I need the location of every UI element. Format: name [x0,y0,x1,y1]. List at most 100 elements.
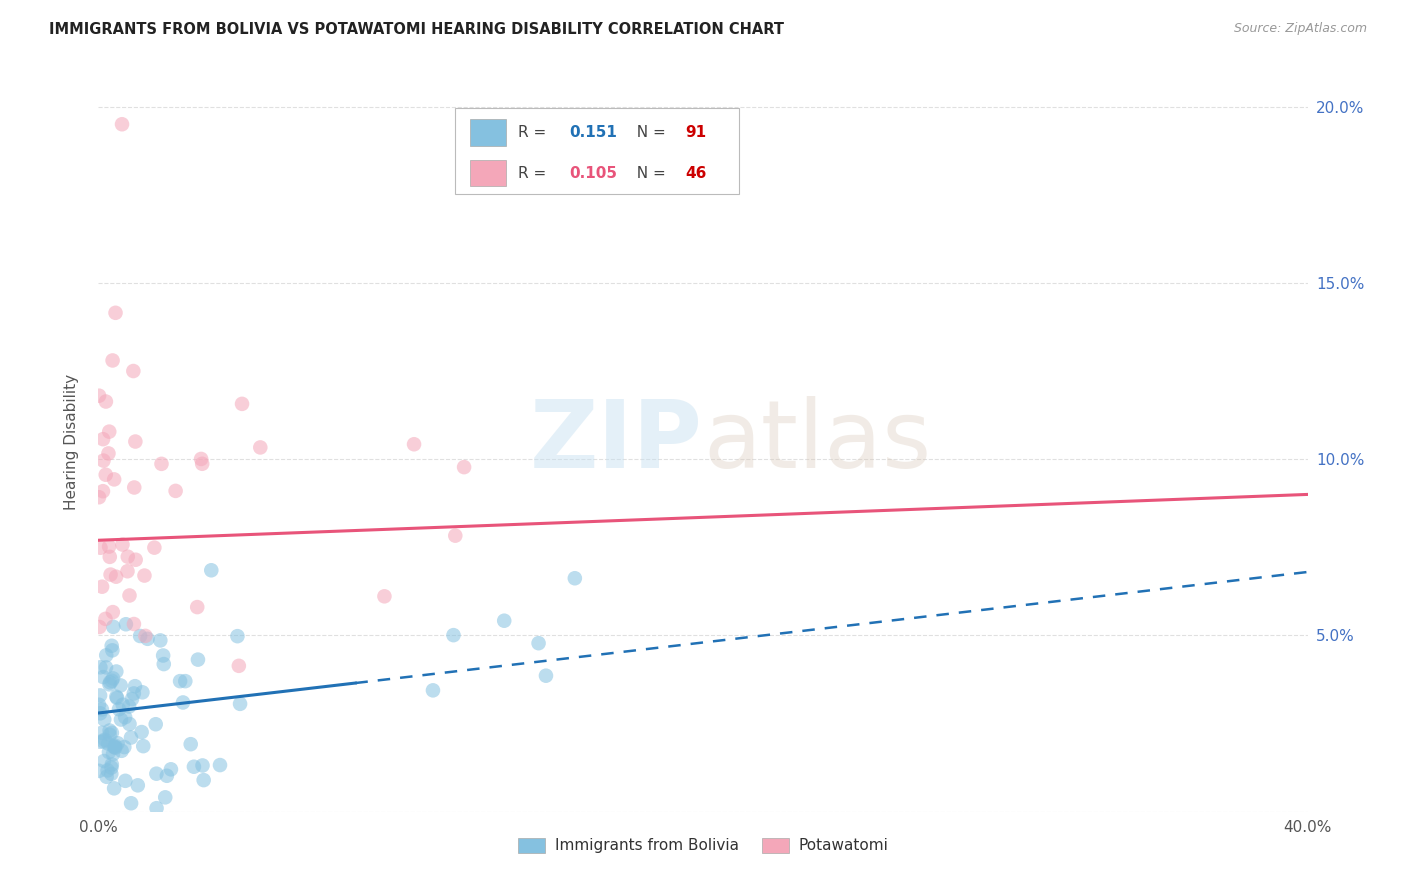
Point [228,658,250,673]
Point [89,541,111,555]
Point [103,620,125,634]
Point [104,740,127,755]
Point [172,696,194,710]
Point [98,675,121,690]
Point [231,397,253,411]
Point [94,394,117,409]
Point [98,549,121,564]
Point [564,571,586,585]
Point [160,762,183,776]
Point [118,699,141,714]
Point [145,801,167,815]
Point [103,739,125,754]
Point [87,764,110,778]
Point [100,567,122,582]
Point [127,778,149,792]
Point [120,731,142,745]
Point [91,670,114,684]
Point [105,690,128,704]
Point [111,117,134,131]
Point [98,677,121,691]
Point [187,652,209,666]
Point [145,717,167,731]
Point [98,728,121,742]
Point [527,636,550,650]
Point [145,766,167,780]
Point [150,457,173,471]
Point [124,434,146,449]
Point [200,563,222,577]
Point [208,758,231,772]
Text: IMMIGRANTS FROM BOLIVIA VS POTAWATOMI HEARING DISABILITY CORRELATION CHART: IMMIGRANTS FROM BOLIVIA VS POTAWATOMI HE… [49,22,785,37]
Point [94,467,117,482]
Point [152,657,174,671]
Text: R =: R = [517,166,551,180]
Point [131,685,153,699]
Point [190,452,212,467]
Text: N =: N = [627,125,671,140]
Point [91,484,114,499]
Point [105,690,128,705]
Text: Source: ZipAtlas.com: Source: ZipAtlas.com [1233,22,1367,36]
Point [98,540,121,554]
Text: atlas: atlas [703,395,931,488]
Point [165,483,187,498]
Point [103,781,125,796]
Point [110,744,132,758]
Point [124,553,146,567]
Point [114,710,136,724]
Point [97,737,120,751]
Point [101,747,124,761]
Point [101,726,124,740]
Point [180,737,202,751]
Point [191,457,214,471]
Point [494,614,516,628]
Point [152,648,174,663]
Point [121,692,143,706]
FancyBboxPatch shape [456,109,740,194]
Point [89,706,111,721]
Point [444,529,467,543]
Point [534,669,557,683]
Point [98,723,121,738]
Point [90,726,112,740]
Point [87,698,110,712]
Point [155,790,177,805]
Point [96,770,118,784]
Point [89,735,111,749]
FancyBboxPatch shape [470,160,506,186]
Point [101,757,124,772]
Point [98,425,121,439]
Point [96,648,118,663]
Point [122,617,145,632]
Point [111,698,134,712]
Point [131,725,153,739]
Point [149,633,172,648]
Point [112,740,135,755]
Text: 0.151: 0.151 [569,125,617,140]
Point [89,620,111,634]
FancyBboxPatch shape [470,119,506,145]
Point [100,639,122,653]
Point [110,713,132,727]
Point [122,686,145,700]
Point [134,568,156,582]
Point [107,736,129,750]
Point [100,767,122,781]
Text: 91: 91 [685,125,706,140]
Point [101,673,124,688]
Point [91,580,114,594]
Point [101,605,124,619]
Point [114,773,136,788]
Y-axis label: Hearing Disability: Hearing Disability [65,374,79,509]
Point [111,537,134,551]
Point [87,389,110,403]
Point [156,769,179,783]
Point [453,460,475,475]
Point [104,739,127,753]
Point [110,678,132,692]
Point [132,739,155,753]
Point [136,632,159,646]
Legend: Immigrants from Bolivia, Potawatomi: Immigrants from Bolivia, Potawatomi [512,831,894,860]
Point [193,773,215,788]
